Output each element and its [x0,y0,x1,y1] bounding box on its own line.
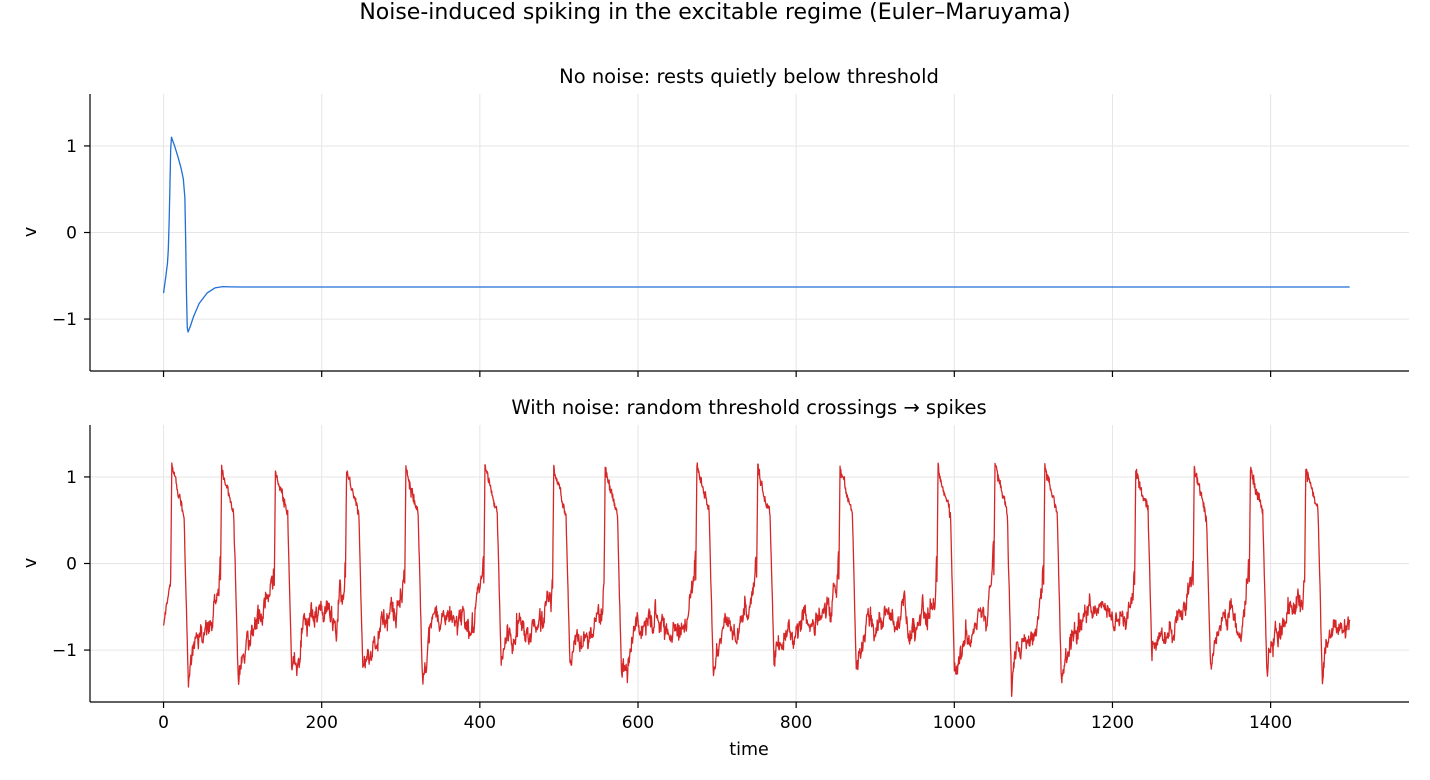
figure-title: Noise-induced spiking in the excitable r… [359,0,1070,25]
xtick-label: 1200 [1091,713,1134,733]
series-line-bottom [162,462,1351,697]
ylabel-bottom: v [21,558,41,568]
xtick-label: 400 [464,713,496,733]
panel-with-noise: With noise: random threshold crossings →… [21,396,1409,760]
series-line-no-noise [162,136,1350,333]
xtick-label: 0 [158,713,169,733]
ylabel-top: v [21,227,41,237]
ytick-label: 0 [66,224,77,244]
ytick-label: −1 [52,310,77,330]
xlabel-bottom: time [729,740,769,760]
xtick-label: 1000 [933,713,976,733]
panel-title-with-noise: With noise: random threshold crossings →… [511,396,986,419]
axes-bottom: −1 0 1 0 200 400 600 800 1000 1200 1400 [52,425,1409,733]
xtick-label: 800 [780,713,812,733]
axes-top: −1 0 1 [52,94,1409,377]
grid-bottom [90,425,1409,702]
panel-no-noise: No noise: rests quietly below threshold … [21,65,1409,377]
panel-title-no-noise: No noise: rests quietly below threshold [559,65,939,88]
ytick-label: 0 [66,555,77,575]
xtick-label: 200 [305,713,337,733]
grid-top [90,94,1409,371]
xtick-label: 1400 [1249,713,1292,733]
ytick-label: 1 [66,468,77,488]
xtick-label: 600 [622,713,654,733]
ytick-label: 1 [66,137,77,157]
series-line-with-noise [162,462,1351,697]
series-line-top [162,136,1350,333]
ytick-label: −1 [52,641,77,661]
